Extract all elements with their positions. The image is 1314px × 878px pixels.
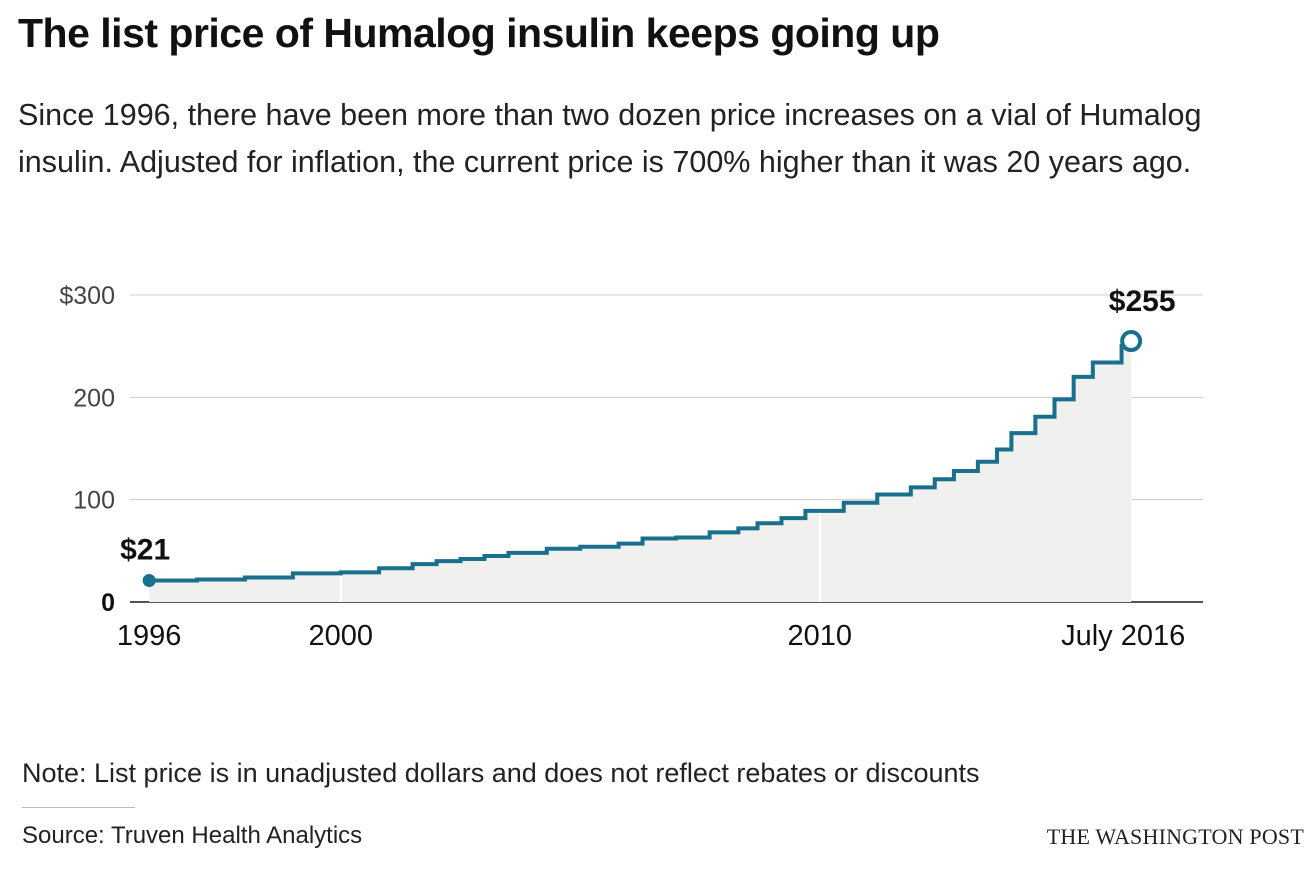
y-tick-label: 0 (101, 589, 115, 617)
x-tick-label: July 2016 (1061, 620, 1185, 652)
y-tick-label: $300 (59, 282, 115, 310)
start-point-marker (142, 574, 156, 588)
price-area (149, 341, 1132, 602)
x-tick-label: 1996 (117, 620, 182, 652)
y-tick-labels: 0 100 200 $300 (59, 282, 115, 617)
x-tick-label: 2010 (788, 620, 853, 652)
chart-source: Source: Truven Health Analytics (22, 822, 363, 849)
x-tick-labels: 1996 2000 2010 July 2016 (117, 620, 1185, 652)
y-tick-label: 100 (73, 487, 115, 515)
annotation-layer: $21 $255 (120, 285, 1175, 566)
divider (22, 807, 135, 808)
price-line (149, 341, 1134, 583)
end-value-label: $255 (1109, 285, 1176, 318)
x-tick-label: 2000 (309, 620, 374, 652)
publisher-credit: THE WASHINGTON POST (1046, 824, 1304, 849)
line-layer (142, 330, 1143, 588)
chart-title: The list price of Humalog insulin keeps … (18, 10, 940, 56)
y-tick-label: 200 (73, 384, 115, 412)
end-point-marker (1120, 330, 1143, 353)
chart-note: Note: List price is in unadjusted dollar… (22, 758, 980, 788)
start-value-label: $21 (120, 534, 170, 567)
area-layer (149, 341, 1132, 602)
price-chart: 1996 2000 2010 July 2016 0 100 200 $300 $21 $25… (59, 282, 1203, 652)
chart-subtitle: Since 1996, there have been more than tw… (18, 98, 1202, 179)
